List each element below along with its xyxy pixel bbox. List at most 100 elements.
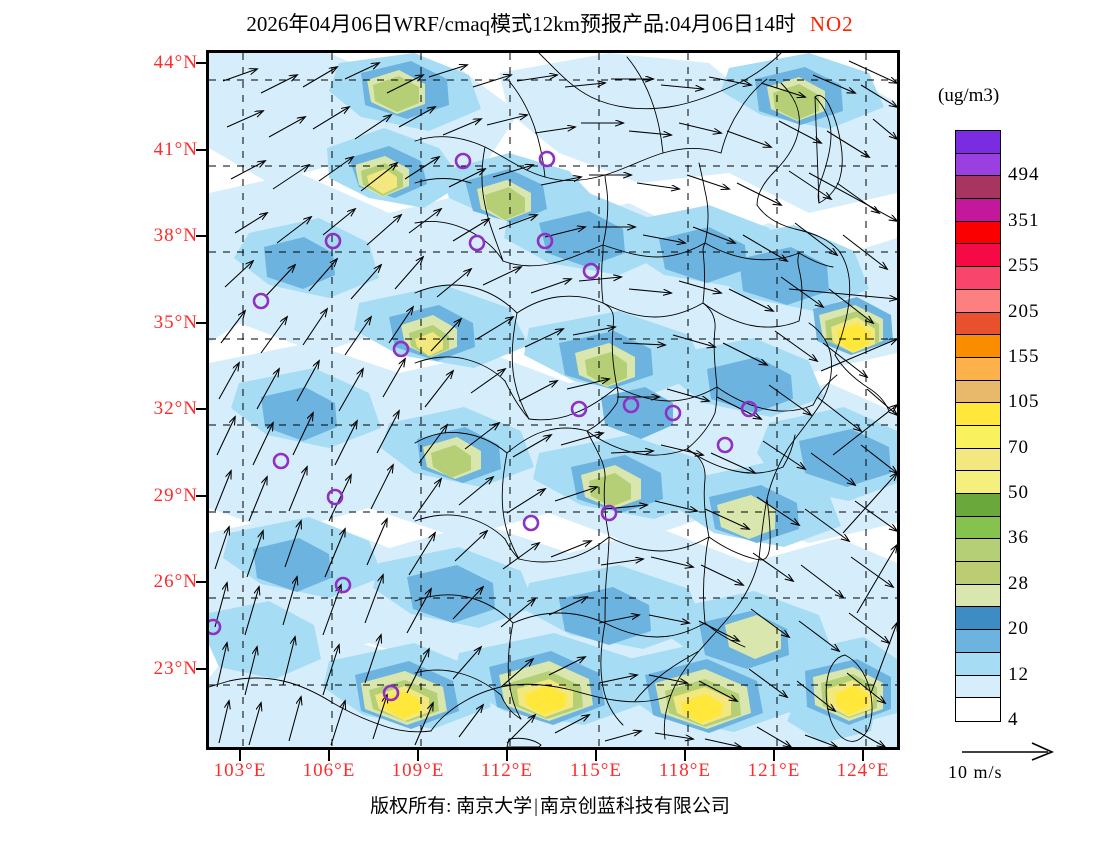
x-axis-label-3: 112°E — [481, 760, 533, 781]
x-axis-tick-4 — [595, 750, 597, 761]
colorbar-cell-1 — [956, 153, 1000, 177]
x-axis-tick-7 — [862, 750, 864, 761]
x-axis-label-0: 103°E — [213, 760, 267, 781]
y-axis-label-5: 29°N — [153, 485, 198, 506]
colorbar-cell-7 — [956, 289, 1000, 313]
station-marker — [740, 400, 758, 418]
station-marker — [252, 292, 270, 310]
y-axis-label-6: 26°N — [153, 571, 198, 592]
y-axis-tick-1 — [196, 149, 208, 151]
chart-title: 2026年04月06日WRF/cmaq模式12km预报产品:04月06日14时 N… — [0, 8, 1100, 38]
colorbar-cell-22 — [956, 630, 1000, 653]
x-axis-tick-6 — [773, 750, 775, 761]
y-axis-label-2: 38°N — [153, 225, 198, 246]
x-axis-label-6: 121°E — [747, 760, 801, 781]
y-axis-label-4: 32°N — [153, 398, 198, 419]
colorbar-tick-label-28: 28 — [1008, 572, 1029, 594]
footer-company: 南京创蓝科技有限公司 — [539, 796, 730, 817]
colorbar[interactable] — [955, 130, 1001, 722]
colorbar-cell-14 — [956, 448, 1000, 472]
y-axis-tick-7 — [196, 668, 208, 670]
station-marker — [622, 396, 640, 414]
station-marker — [716, 436, 734, 454]
station-marker — [582, 262, 600, 280]
colorbar-tick-label-36: 36 — [1008, 527, 1029, 549]
colorbar-tick-label-12: 12 — [1008, 663, 1029, 685]
station-marker — [522, 514, 540, 532]
station-marker-group[interactable] — [209, 150, 758, 702]
colorbar-cell-9 — [956, 335, 1000, 358]
station-marker — [272, 452, 290, 470]
x-axis-tick-5 — [684, 750, 686, 761]
colorbar-cell-13 — [956, 425, 1000, 449]
colorbar-cell-23 — [956, 652, 1000, 676]
map-plot-area[interactable] — [206, 50, 900, 750]
wind-scale-arrow — [962, 742, 1055, 761]
colorbar-tick-label-494: 494 — [1008, 164, 1040, 186]
colorbar-units-label: (ug/m3) — [938, 85, 1000, 106]
station-marker — [382, 684, 400, 702]
colorbar-cell-21 — [956, 607, 1000, 631]
colorbar-tick-label-351: 351 — [1008, 209, 1040, 231]
colorbar-tick-label-155: 155 — [1008, 345, 1040, 367]
colorbar-cell-17 — [956, 516, 1000, 540]
y-axis-tick-6 — [196, 581, 208, 583]
station-marker — [324, 232, 342, 250]
y-axis-label-0: 44°N — [153, 52, 198, 73]
colorbar-tick-label-50: 50 — [1008, 482, 1029, 504]
x-axis-label-7: 124°E — [836, 760, 890, 781]
colorbar-tick-label-205: 205 — [1008, 300, 1040, 322]
y-axis-label-3: 35°N — [153, 312, 198, 333]
footer-copyright: 版权所有: 南京大学 — [370, 796, 533, 817]
footer: 版权所有: 南京大学 | 南京创蓝科技有限公司 — [0, 791, 1100, 818]
x-axis-tick-1 — [328, 750, 330, 761]
colorbar-tick-label-4: 4 — [1008, 709, 1019, 730]
title-text: 2026年04月06日WRF/cmaq模式12km预报产品:04月06日14时 — [246, 12, 796, 36]
colorbar-cell-2 — [956, 176, 1000, 200]
colorbar-tick-label-20: 20 — [1008, 618, 1029, 640]
colorbar-cell-15 — [956, 471, 1000, 494]
x-axis-label-1: 106°E — [302, 760, 356, 781]
colorbar-cell-0 — [956, 131, 1000, 154]
y-axis-tick-3 — [196, 322, 208, 324]
colorbar-cell-25 — [956, 698, 1000, 721]
concentration-field — [209, 53, 897, 747]
colorbar-cell-3 — [956, 199, 1000, 222]
y-axis-label-1: 41°N — [153, 139, 198, 160]
colorbar-cell-16 — [956, 494, 1000, 517]
station-marker — [209, 618, 222, 636]
colorbar-cell-8 — [956, 312, 1000, 336]
colorbar-cell-4 — [956, 221, 1000, 245]
station-marker — [334, 576, 352, 594]
y-axis-tick-4 — [196, 408, 208, 410]
x-axis-tick-0 — [239, 750, 241, 761]
colorbar-cell-24 — [956, 675, 1000, 699]
station-marker — [326, 488, 344, 506]
x-axis-label-5: 118°E — [659, 760, 711, 781]
lat-lon-gridlines — [209, 53, 897, 747]
wind-scale-label: 10 m/s — [948, 762, 1003, 782]
station-marker — [538, 150, 556, 168]
colorbar-tick-label-70: 70 — [1008, 436, 1029, 458]
colorbar-tick-label-255: 255 — [1008, 255, 1040, 277]
colorbar-cell-20 — [956, 584, 1000, 608]
station-marker — [536, 232, 554, 250]
station-marker — [600, 504, 618, 522]
y-axis-tick-0 — [196, 62, 208, 64]
colorbar-cell-6 — [956, 267, 1000, 290]
colorbar-cell-10 — [956, 357, 1000, 381]
colorbar-cell-11 — [956, 380, 1000, 404]
station-marker — [664, 404, 682, 422]
y-axis-label-7: 23°N — [153, 658, 198, 679]
colorbar-tick-label-105: 105 — [1008, 391, 1040, 413]
colorbar-cell-18 — [956, 539, 1000, 563]
station-marker — [468, 234, 486, 252]
station-marker — [392, 340, 410, 358]
footer-separator: | — [534, 796, 538, 817]
wind-vector-field — [214, 60, 897, 747]
station-marker — [570, 400, 588, 418]
x-axis-label-2: 109°E — [391, 760, 445, 781]
x-axis-label-4: 115°E — [570, 760, 622, 781]
y-axis-tick-5 — [196, 495, 208, 497]
